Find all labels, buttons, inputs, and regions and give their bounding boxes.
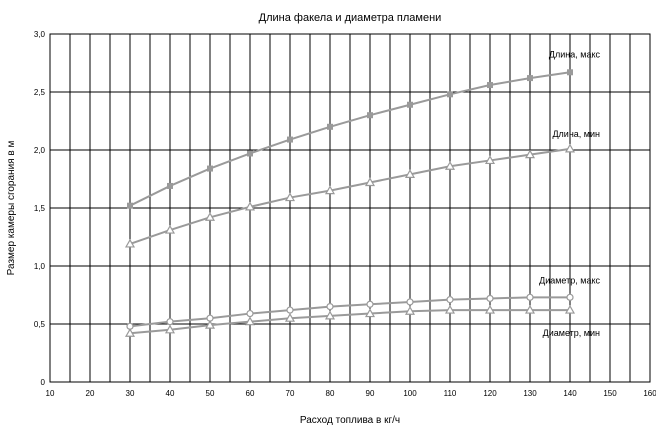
x-tick-label: 100 <box>403 389 417 398</box>
data-point <box>366 300 374 308</box>
data-point <box>564 304 576 314</box>
data-point <box>204 319 216 329</box>
data-point <box>524 149 536 159</box>
y-tick-label: 1,5 <box>34 204 46 213</box>
series-line <box>129 296 570 328</box>
data-point <box>284 312 296 322</box>
series-label: Длина, макс <box>549 49 601 59</box>
data-point <box>406 298 414 306</box>
data-point <box>247 150 253 157</box>
y-tick-label: 2,5 <box>34 88 46 97</box>
chart-title: Длина факела и диаметра пламени <box>259 12 442 24</box>
x-tick-label: 20 <box>86 389 95 398</box>
data-point <box>404 306 416 315</box>
data-point <box>166 318 174 326</box>
x-tick-label: 120 <box>483 389 497 398</box>
series-1 <box>127 69 573 209</box>
ticks: 10 20 30 40 50 60 70 80 90 100 110 120 130 140 150 160 0… <box>34 30 656 398</box>
data-point <box>566 293 574 301</box>
data-point <box>487 82 493 89</box>
data-point <box>364 308 376 318</box>
data-point <box>364 177 376 187</box>
y-tick-label: 0,5 <box>34 320 46 329</box>
data-point <box>404 169 416 178</box>
data-point <box>127 202 133 209</box>
data-point <box>164 224 176 234</box>
data-point <box>446 296 454 304</box>
data-point <box>327 123 333 130</box>
x-tick-label: 40 <box>166 389 175 398</box>
data-point <box>124 328 136 337</box>
data-point <box>447 91 453 98</box>
data-point <box>284 192 296 202</box>
data-point <box>207 165 213 172</box>
data-point <box>326 303 334 311</box>
data-point <box>484 155 496 165</box>
data-point <box>246 309 254 318</box>
x-tick-label: 150 <box>603 389 617 398</box>
data-point <box>564 143 576 153</box>
series-4 <box>124 304 576 337</box>
series-line <box>129 71 571 207</box>
x-tick-label: 10 <box>46 389 55 398</box>
data-point <box>567 69 573 76</box>
data-point <box>124 238 136 248</box>
plot-frame <box>49 33 651 383</box>
series-line <box>129 147 571 245</box>
data-point <box>526 293 534 301</box>
series <box>124 69 576 337</box>
data-point <box>527 75 533 82</box>
series-label: Длина, мин <box>552 129 600 139</box>
data-point <box>167 182 173 189</box>
data-point <box>524 304 536 314</box>
data-point <box>484 304 496 314</box>
x-tick-label: 130 <box>523 389 537 398</box>
y-tick-label: 1,0 <box>34 262 46 271</box>
data-point <box>286 306 294 314</box>
data-point <box>287 136 293 143</box>
data-point <box>164 324 176 334</box>
x-tick-label: 140 <box>563 389 577 398</box>
x-tick-label: 110 <box>444 389 457 398</box>
x-tick-label: 50 <box>206 389 215 398</box>
x-tick-label: 60 <box>246 389 255 398</box>
data-point <box>444 304 456 314</box>
y-tick-label: 3,0 <box>34 30 46 39</box>
data-point <box>244 201 256 211</box>
data-point <box>444 161 456 170</box>
series-label: Диаметр, макс <box>539 275 600 285</box>
series-label: Диаметр, мин <box>543 328 600 338</box>
x-tick-label: 160 <box>643 389 656 398</box>
y-tick-label: 2,0 <box>34 146 46 155</box>
y-tick-label: 0 <box>41 378 46 387</box>
data-point <box>324 185 336 195</box>
x-tick-label: 30 <box>126 389 135 398</box>
x-tick-label: 90 <box>366 389 375 398</box>
x-tick-label: 80 <box>326 389 335 398</box>
data-point <box>407 101 413 108</box>
series-2 <box>124 143 576 248</box>
y-axis-label: Размер камеры сгорания в м <box>6 141 17 276</box>
series-labels: Длина, макс Длина, мин Диаметр, макс Диамет… <box>539 49 600 338</box>
series-line <box>129 309 570 335</box>
x-tick-label: 70 <box>286 389 295 398</box>
series-3 <box>126 293 574 330</box>
data-point <box>367 112 373 119</box>
x-axis-label: Расход топлива в кг/ч <box>300 415 400 426</box>
data-point <box>486 294 494 303</box>
data-point <box>244 316 256 326</box>
data-point <box>204 212 216 221</box>
data-point <box>324 310 336 320</box>
